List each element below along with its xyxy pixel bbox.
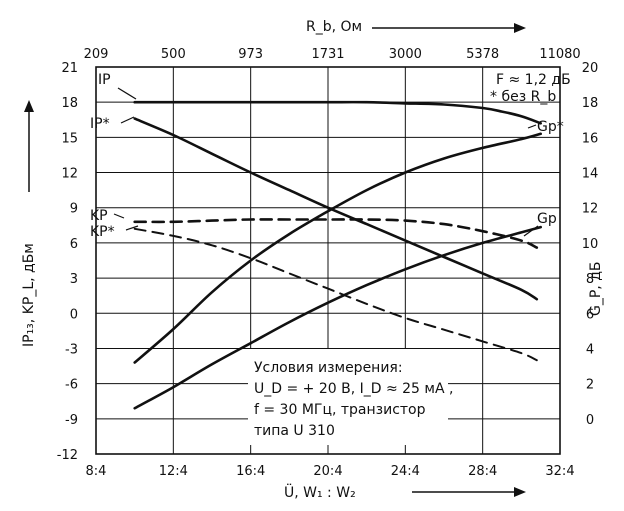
top-tick-label: 11080 bbox=[539, 47, 580, 62]
left-tick-label: 15 bbox=[61, 131, 78, 146]
bottom-tick-label: 24:4 bbox=[391, 464, 420, 479]
no-rb-annotation: * без R_b bbox=[490, 89, 556, 105]
series-ip-star-line bbox=[133, 117, 539, 301]
series-ip-star-label: IP* bbox=[90, 116, 110, 132]
left-tick-label: 18 bbox=[61, 96, 78, 111]
left-tick-label: 0 bbox=[70, 307, 78, 322]
right-tick-label: 8 bbox=[586, 272, 594, 287]
right-tick-label: 12 bbox=[582, 202, 599, 217]
left-tick-label: 9 bbox=[70, 202, 78, 217]
conditions-title: Условия измерения: bbox=[254, 360, 403, 376]
right-tick-label: 18 bbox=[582, 96, 599, 111]
left-tick-label: -9 bbox=[65, 413, 78, 428]
plot-frame bbox=[95, 66, 561, 455]
left-tick-label: 21 bbox=[61, 61, 78, 76]
top-axis-label: R_b, Ом bbox=[306, 19, 362, 35]
right-tick-label: 10 bbox=[582, 237, 599, 252]
right-axis-ticks: 0 2 4 6 8 10 12 14 16 18 20 bbox=[582, 61, 599, 428]
series-ip-label: IP bbox=[98, 72, 111, 88]
bottom-tick-label: 28:4 bbox=[468, 464, 497, 479]
top-tick-label: 3000 bbox=[389, 47, 422, 62]
left-tick-label: -3 bbox=[65, 342, 78, 357]
right-tick-label: 14 bbox=[582, 167, 599, 182]
bottom-tick-label: 16:4 bbox=[236, 464, 265, 479]
conditions-line-3: типа U 310 bbox=[254, 423, 335, 439]
left-axis-ticks: -12 -9 -6 -3 0 3 6 9 12 15 18 21 bbox=[57, 61, 78, 463]
series-kp-star-label: KP* bbox=[90, 224, 115, 240]
series-kp-leader bbox=[113, 213, 125, 219]
top-tick-label: 1731 bbox=[311, 47, 344, 62]
right-tick-label: 16 bbox=[582, 131, 599, 146]
bottom-tick-label: 8:4 bbox=[86, 464, 107, 479]
top-axis-arrowhead bbox=[514, 23, 526, 33]
right-tick-label: 6 bbox=[586, 307, 594, 322]
series-ip-leader bbox=[117, 87, 137, 100]
right-tick-label: 0 bbox=[586, 413, 594, 428]
bottom-axis-arrowhead bbox=[514, 487, 526, 497]
left-axis-arrowhead bbox=[24, 100, 34, 112]
series-kp-star-line bbox=[133, 227, 538, 362]
series-g-p-star-leader bbox=[527, 124, 537, 129]
left-tick-label: -12 bbox=[57, 448, 78, 463]
left-tick-label: 12 bbox=[61, 167, 78, 182]
bottom-tick-label: 20:4 bbox=[313, 464, 342, 479]
conditions-box-bg bbox=[248, 349, 448, 445]
bottom-tick-label: 12:4 bbox=[159, 464, 188, 479]
right-tick-label: 2 bbox=[586, 378, 594, 393]
bottom-tick-label: 32:4 bbox=[545, 464, 574, 479]
series-ip-line bbox=[133, 100, 542, 125]
right-axis-label: G_P, дБ bbox=[588, 262, 604, 316]
series-kp-line bbox=[133, 218, 539, 249]
noise-figure-annotation: F ≈ 1,2 дБ bbox=[496, 72, 571, 88]
series-ip-star-leader bbox=[120, 116, 135, 124]
left-axis-label: IP₁₃, KP_L, дБм bbox=[21, 243, 37, 347]
bottom-axis-label: Ü, W₁ : W₂ bbox=[284, 483, 356, 501]
right-tick-label: 4 bbox=[586, 342, 594, 357]
series-kp-label: KP bbox=[90, 208, 108, 224]
left-tick-label: 3 bbox=[70, 272, 78, 287]
top-tick-label: 500 bbox=[161, 47, 186, 62]
top-axis-ticks: 209 500 973 1731 3000 5378 11080 bbox=[84, 47, 581, 62]
series-g-p-line bbox=[133, 225, 542, 410]
series-kp-star-leader bbox=[125, 225, 139, 231]
series-g-p-leader bbox=[523, 225, 539, 237]
top-tick-label: 5378 bbox=[466, 47, 499, 62]
bottom-axis-ticks: 8:4 12:4 16:4 20:4 24:4 28:4 32:4 bbox=[86, 464, 575, 479]
left-tick-label: 6 bbox=[70, 237, 78, 252]
conditions-line-2: f = 30 МГц, транзистор bbox=[254, 402, 426, 418]
series-g-p-label: Gp bbox=[537, 211, 557, 227]
top-tick-label: 209 bbox=[84, 47, 109, 62]
curves bbox=[133, 100, 542, 410]
series-g-p-star-label: Gp* bbox=[537, 119, 564, 135]
left-tick-label: -6 bbox=[65, 378, 78, 393]
top-tick-label: 973 bbox=[238, 47, 263, 62]
right-tick-label: 20 bbox=[582, 61, 599, 76]
series-g-p-star-line bbox=[133, 132, 542, 364]
conditions-line-1: U_D = + 20 В, I_D ≈ 25 мА , bbox=[254, 381, 453, 397]
